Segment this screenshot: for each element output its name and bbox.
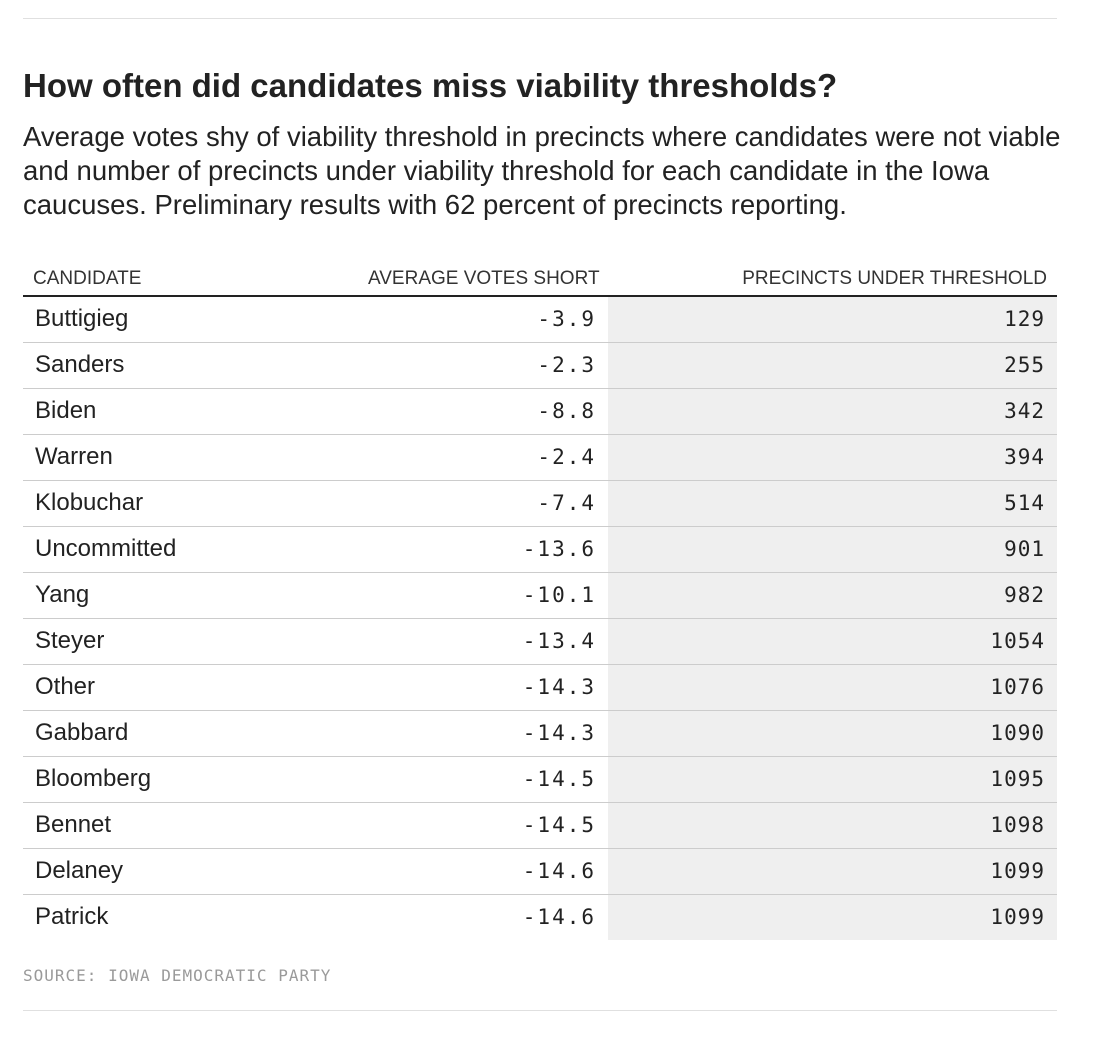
average-votes-short-cell: -14.5 [358,756,608,803]
candidate-name-cell: Gabbard [23,710,358,757]
data-table: CANDIDATE AVERAGE VOTES SHORT PRECINCTS … [23,262,1057,940]
average-votes-short-cell: -2.3 [358,342,608,389]
table-row: Klobuchar -7.4 514 [23,480,1057,527]
candidate-name-cell: Yang [23,572,358,619]
candidate-name-cell: Steyer [23,618,358,665]
average-votes-short-cell: -13.4 [358,618,608,665]
candidate-name-cell: Warren [23,434,358,481]
chart-title: How often did candidates miss viability … [23,67,838,105]
table-row: Bennet -14.5 1098 [23,802,1057,849]
precincts-under-threshold-cell: 255 [608,342,1057,389]
precincts-under-threshold-cell: 514 [608,480,1057,527]
average-votes-short-cell: -14.5 [358,802,608,849]
table-row: Warren -2.4 394 [23,434,1057,481]
table-header-row: CANDIDATE AVERAGE VOTES SHORT PRECINCTS … [23,262,1057,297]
candidate-name-cell: Sanders [23,342,358,389]
precincts-under-threshold-cell: 1099 [608,848,1057,895]
average-votes-short-cell: -14.6 [522,905,596,930]
column-header-precincts-under-threshold: PRECINCTS UNDER THRESHOLD [608,262,1057,297]
precincts-under-threshold-cell: 129 [608,296,1057,343]
table-row: Patrick -14.6 1099 [23,894,1057,940]
table-row: Buttigieg -3.9 129 [23,296,1057,343]
precincts-under-threshold-cell: 1095 [608,756,1057,803]
column-header-candidate: CANDIDATE [23,262,358,297]
source-note: SOURCE: IOWA DEMOCRATIC PARTY [23,966,332,985]
precincts-under-threshold-cell: 1054 [608,618,1057,665]
candidate-name-cell: Delaney [23,848,358,895]
chart-subtitle: Average votes shy of viability threshold… [23,120,1061,220]
candidate-name-cell: Other [23,664,358,711]
table-row: Other -14.3 1076 [23,664,1057,711]
precincts-under-threshold-cell: 342 [608,388,1057,435]
average-votes-short-cell: -3.9 [358,296,608,343]
precincts-under-threshold-cell: 1076 [608,664,1057,711]
top-divider [23,18,1057,19]
precincts-under-threshold-cell: 1090 [608,710,1057,757]
candidate-name-cell: Patrick [35,903,109,931]
data-table-container: CANDIDATE AVERAGE VOTES SHORT PRECINCTS … [23,262,1057,940]
table-row: Biden -8.8 342 [23,388,1057,435]
average-votes-short-cell: -14.3 [358,710,608,757]
table-row: Uncommitted -13.6 901 [23,526,1057,573]
average-votes-short-cell: -2.4 [358,434,608,481]
average-votes-short-cell: -7.4 [358,480,608,527]
table-row: Gabbard -14.3 1090 [23,710,1057,757]
table-body: Buttigieg -3.9 129 Sanders -2.3 255 Biden -8.8 3… [23,296,1057,940]
candidate-name-cell: Bloomberg [23,756,358,803]
average-votes-short-cell: -10.1 [358,572,608,619]
candidate-name-cell: Uncommitted [23,526,358,573]
precincts-under-threshold-cell: 982 [608,572,1057,619]
precincts-under-threshold-cell: 1099 [608,894,1057,940]
average-votes-short-cell: -8.8 [358,388,608,435]
candidate-name-cell: Klobuchar [23,480,358,527]
precincts-under-threshold-cell: 1098 [608,802,1057,849]
bottom-divider [23,1010,1057,1011]
column-header-average-votes-short: AVERAGE VOTES SHORT [358,262,608,297]
precincts-under-threshold-cell: 394 [608,434,1057,481]
candidate-name-cell: Biden [23,388,358,435]
candidate-name-cell: Bennet [23,802,358,849]
table-row: Sanders -2.3 255 [23,342,1057,389]
table-header: CANDIDATE AVERAGE VOTES SHORT PRECINCTS … [23,262,1057,297]
precincts-under-threshold-cell: 901 [608,526,1057,573]
table-row: Steyer -13.4 1054 [23,618,1057,665]
average-votes-short-cell: -14.3 [358,664,608,711]
candidate-name-cell: Buttigieg [23,296,358,343]
table-row: Yang -10.1 982 [23,572,1057,619]
table-row: Bloomberg -14.5 1095 [23,756,1057,803]
table-row: Delaney -14.6 1099 [23,848,1057,895]
average-votes-short-cell: -13.6 [358,526,608,573]
average-votes-short-cell: -14.6 [358,848,608,895]
